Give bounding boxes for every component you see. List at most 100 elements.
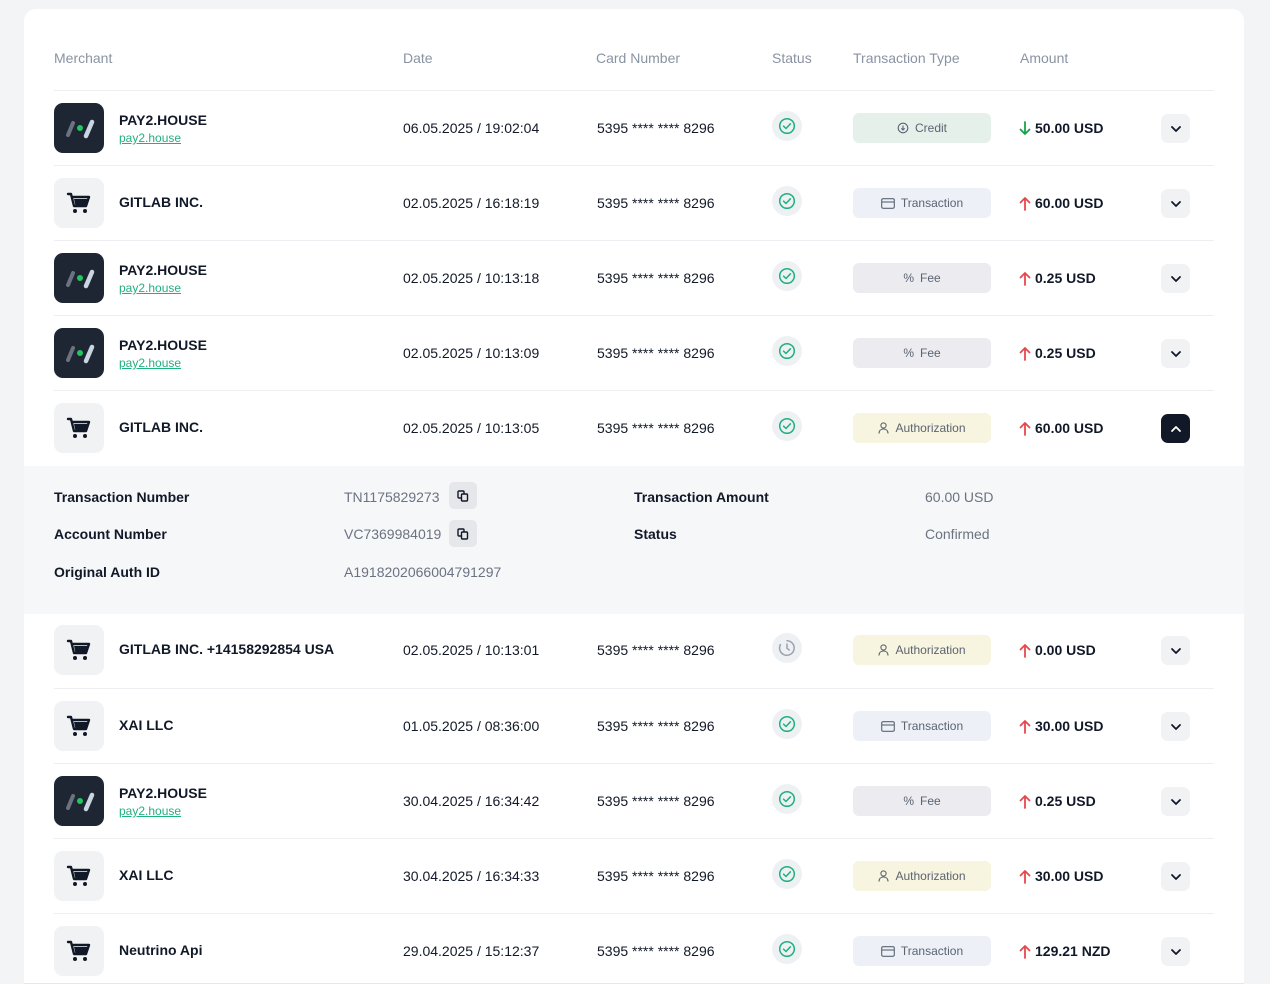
cart-icon xyxy=(66,192,91,213)
merchant-name: PAY2.HOUSE xyxy=(119,785,207,801)
transaction-date: 29.04.2025 / 15:12:37 xyxy=(403,943,540,959)
user-icon xyxy=(878,870,890,882)
transaction-type-label: Authorization xyxy=(895,643,966,657)
card-number: 5395 **** **** 8296 xyxy=(597,420,715,436)
chevron-down-icon xyxy=(1170,873,1181,880)
chevron-up-icon xyxy=(1170,425,1181,432)
transaction-date: 02.05.2025 / 10:13:18 xyxy=(403,270,540,286)
table-row[interactable]: GITLAB INC. 02.05.2025 / 16:18:19 5395 ***… xyxy=(54,165,1214,240)
transaction-details-panel: Transaction Number TN1175829273 Transact… xyxy=(24,466,1244,614)
arrow-up-icon xyxy=(1019,869,1031,884)
expand-row-button[interactable] xyxy=(1161,636,1190,665)
expand-row-button[interactable] xyxy=(1161,862,1190,891)
copy-icon xyxy=(457,527,469,540)
chevron-down-icon xyxy=(1170,647,1181,654)
user-icon xyxy=(878,422,890,434)
merchant-link[interactable]: pay2.house xyxy=(119,281,182,295)
expand-row-button[interactable] xyxy=(1161,414,1190,443)
cart-icon xyxy=(66,865,91,886)
status-indicator xyxy=(772,859,802,889)
copy-transaction-number-button[interactable] xyxy=(449,482,477,509)
table-row[interactable]: PAY2.HOUSE pay2.house 02.05.2025 / 10:13:1… xyxy=(54,240,1214,315)
chevron-down-icon xyxy=(1170,948,1181,955)
percent-icon: % xyxy=(903,271,914,285)
status-value: Confirmed xyxy=(925,526,990,542)
expand-row-button[interactable] xyxy=(1161,787,1190,816)
expand-row-button[interactable] xyxy=(1161,114,1190,143)
chevron-down-icon xyxy=(1170,200,1181,207)
pay2-logo xyxy=(66,119,95,139)
table-row[interactable]: PAY2.HOUSE pay2.house 06.05.2025 / 19:02:0… xyxy=(54,90,1214,165)
transaction-type-badge: Authorization xyxy=(853,635,991,665)
merchant-logo xyxy=(54,625,104,675)
expand-row-button[interactable] xyxy=(1161,339,1190,368)
merchant-link[interactable]: pay2.house xyxy=(119,804,182,818)
transaction-date: 02.05.2025 / 10:13:01 xyxy=(403,642,540,658)
merchant-link[interactable]: pay2.house xyxy=(119,356,182,370)
card-number: 5395 **** **** 8296 xyxy=(597,642,715,658)
arrow-up-icon xyxy=(1019,196,1031,211)
table-row[interactable]: Neutrino Api 29.04.2025 / 15:12:37 5395 **… xyxy=(54,913,1214,984)
table-header: Merchant Date Card Number Status Transac… xyxy=(24,9,1244,91)
amount-value: 129.21 NZD xyxy=(1035,943,1111,959)
merchant-logo xyxy=(54,701,104,751)
status-indicator xyxy=(772,111,802,141)
copy-icon xyxy=(457,489,469,502)
credit-icon xyxy=(897,122,909,134)
transaction-amount: 0.25 USD xyxy=(1019,270,1096,286)
pay2-logo xyxy=(66,269,95,289)
cart-icon xyxy=(66,417,91,438)
header-merchant: Merchant xyxy=(54,50,113,66)
transaction-type-label: Transaction xyxy=(900,196,964,210)
expand-row-button[interactable] xyxy=(1161,189,1190,218)
table-row[interactable]: XAI LLC 01.05.2025 / 08:36:00 5395 **** **… xyxy=(54,688,1214,763)
transaction-type-label: Fee xyxy=(919,346,941,360)
arrow-down-icon xyxy=(1019,120,1031,135)
merchant-link[interactable]: pay2.house xyxy=(119,131,182,145)
transaction-date: 06.05.2025 / 19:02:04 xyxy=(403,120,540,136)
expand-row-button[interactable] xyxy=(1161,264,1190,293)
chevron-down-icon xyxy=(1170,125,1181,132)
clock-icon xyxy=(778,639,795,657)
card-icon xyxy=(881,945,895,957)
expand-row-button[interactable] xyxy=(1161,712,1190,741)
header-card-number: Card Number xyxy=(596,50,681,66)
merchant-name: GITLAB INC. xyxy=(119,419,203,435)
expand-row-button[interactable] xyxy=(1161,937,1190,966)
table-row[interactable]: GITLAB INC. +14158292854 USA 02.05.2025 /… xyxy=(54,613,1214,688)
transaction-date: 02.05.2025 / 16:18:19 xyxy=(403,195,540,211)
transaction-amount-label: Transaction Amount xyxy=(634,489,769,505)
table-row[interactable]: XAI LLC 30.04.2025 / 16:34:33 5395 **** **… xyxy=(54,838,1214,913)
status-indicator xyxy=(772,709,802,739)
amount-value: 60.00 USD xyxy=(1035,195,1104,211)
transaction-amount: 30.00 USD xyxy=(1019,718,1103,734)
arrow-up-icon xyxy=(1019,944,1031,959)
card-number: 5395 **** **** 8296 xyxy=(597,270,715,286)
transaction-type-badge: % Fee xyxy=(853,786,991,816)
arrow-up-icon xyxy=(1019,271,1031,286)
account-number-label: Account Number xyxy=(54,526,167,542)
card-icon xyxy=(881,720,895,732)
table-row[interactable]: PAY2.HOUSE pay2.house 02.05.2025 / 10:13:0… xyxy=(54,315,1214,390)
merchant-name: XAI LLC xyxy=(119,717,174,733)
card-number: 5395 **** **** 8296 xyxy=(597,793,715,809)
copy-account-number-button[interactable] xyxy=(449,520,477,547)
transaction-type-label: Transaction xyxy=(900,719,964,733)
transaction-type-label: Fee xyxy=(919,794,941,808)
amount-value: 0.25 USD xyxy=(1035,270,1096,286)
status-indicator xyxy=(772,336,802,366)
transaction-type-badge: Credit xyxy=(853,113,991,143)
transaction-type-badge: Transaction xyxy=(853,188,991,218)
card-number: 5395 **** **** 8296 xyxy=(597,120,715,136)
merchant-name: GITLAB INC. xyxy=(119,194,203,210)
transaction-type-label: Credit xyxy=(914,121,947,135)
table-row[interactable]: GITLAB INC. 02.05.2025 / 10:13:05 5395 ***… xyxy=(54,390,1214,465)
table-row[interactable]: PAY2.HOUSE pay2.house 30.04.2025 / 16:34:4… xyxy=(54,763,1214,838)
arrow-up-icon xyxy=(1019,719,1031,734)
arrow-up-icon xyxy=(1019,346,1031,361)
status-indicator xyxy=(772,411,802,441)
header-transaction-type: Transaction Type xyxy=(853,50,960,66)
check-circle-icon xyxy=(778,715,796,733)
transaction-date: 01.05.2025 / 08:36:00 xyxy=(403,718,540,734)
arrow-up-icon xyxy=(1019,421,1031,436)
